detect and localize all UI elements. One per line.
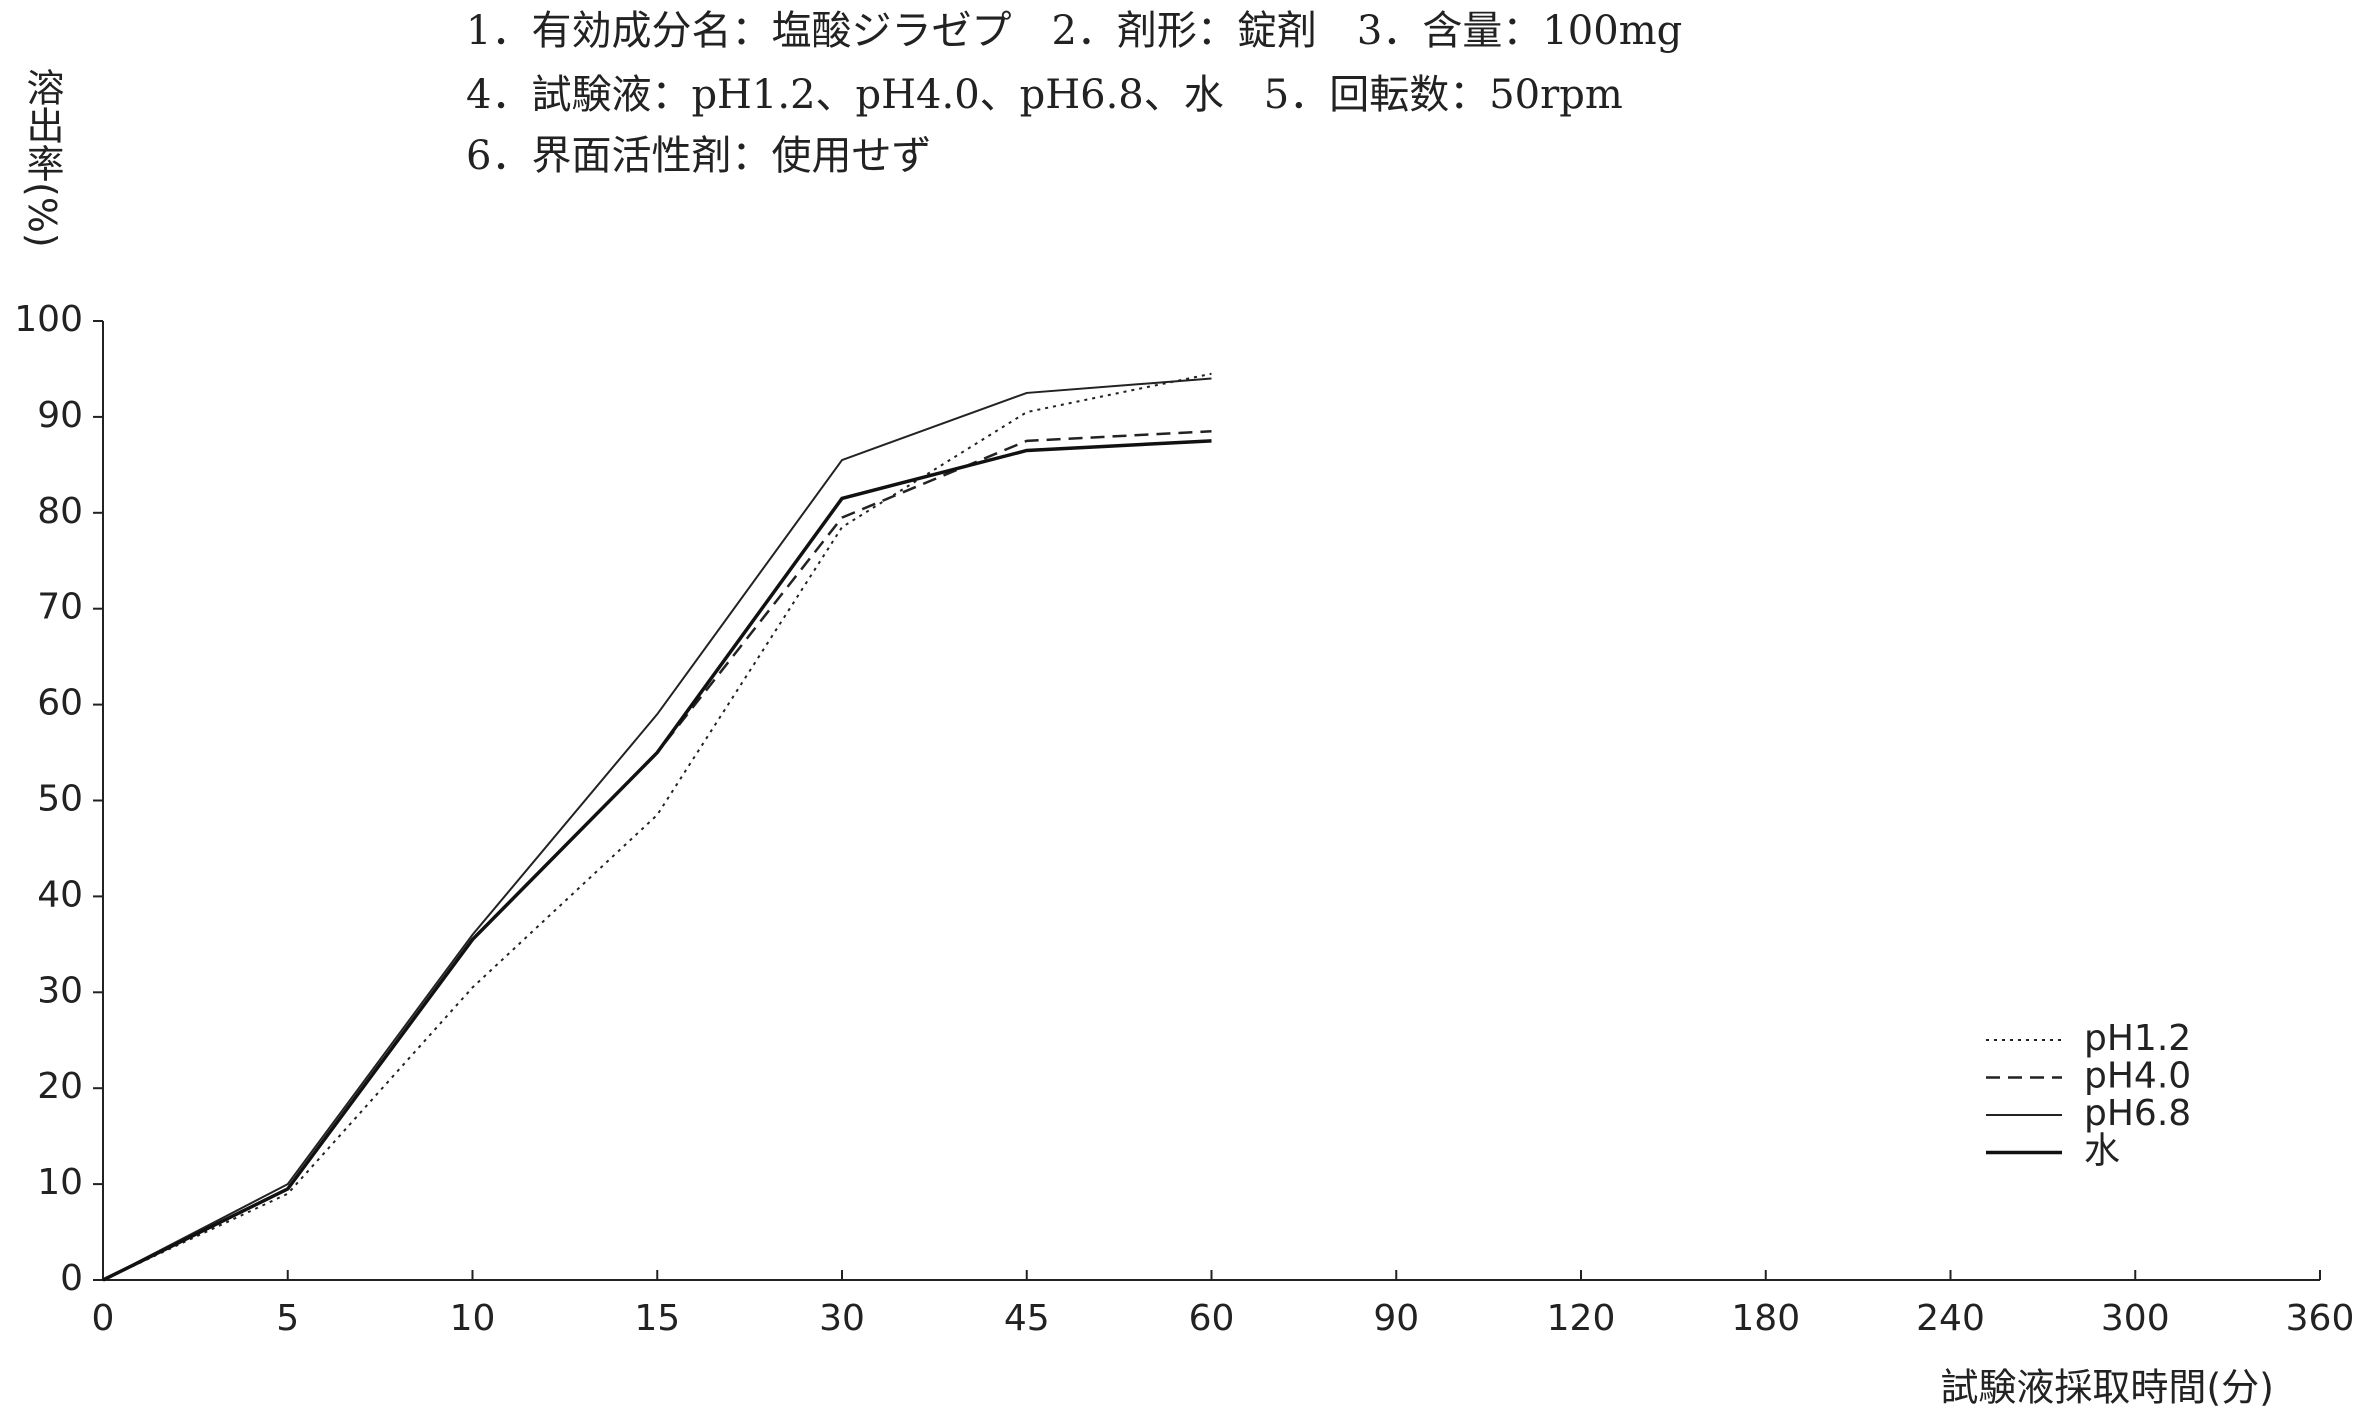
series-line bbox=[102, 372, 1212, 1281]
x-tick-label: 10 bbox=[450, 1298, 496, 1339]
legend-label: 水 bbox=[2084, 1131, 2120, 1172]
series-line bbox=[102, 430, 1212, 1282]
x-tick-label: 45 bbox=[1004, 1298, 1050, 1339]
y-tick-label: 90 bbox=[37, 395, 83, 436]
x-tick-label: 15 bbox=[634, 1298, 680, 1339]
y-tick-label: 10 bbox=[37, 1162, 83, 1203]
x-tick-label: 360 bbox=[2286, 1298, 2355, 1339]
y-tick-label: 20 bbox=[37, 1066, 83, 1107]
header-line: 6．界面活性剤：使用せず bbox=[466, 133, 931, 179]
y-tick-label: 100 bbox=[14, 299, 83, 340]
x-tick-label: 120 bbox=[1547, 1298, 1616, 1339]
x-tick-label: 240 bbox=[1916, 1298, 1985, 1339]
x-tick-label: 30 bbox=[819, 1298, 865, 1339]
x-tick-label: 90 bbox=[1373, 1298, 1419, 1339]
header-line: 1．有効成分名：塩酸ジラゼプ 2．剤形：錠剤 3．含量：100mg bbox=[466, 8, 1682, 54]
x-tick-label: 60 bbox=[1189, 1298, 1235, 1339]
legend-label: pH4.0 bbox=[2084, 1056, 2191, 1097]
x-tick-label: 300 bbox=[2101, 1298, 2170, 1339]
x-tick-label: 0 bbox=[92, 1298, 115, 1339]
header-line: 4．試験液：pH1.2、pH4.0、pH6.8、水 5．回転数：50rpm bbox=[466, 72, 1623, 118]
x-tick-label: 180 bbox=[1731, 1298, 1800, 1339]
y-tick-label: 50 bbox=[37, 779, 83, 820]
series-line bbox=[102, 377, 1212, 1281]
series-line bbox=[102, 439, 1212, 1282]
y-tick-label: 0 bbox=[60, 1258, 83, 1299]
x-axis-label: 試験液採取時間(分) bbox=[1940, 1366, 2274, 1410]
y-tick-label: 60 bbox=[37, 683, 83, 724]
legend-label: pH1.2 bbox=[2084, 1018, 2191, 1059]
y-tick-label: 30 bbox=[37, 970, 83, 1011]
y-tick-label: 70 bbox=[37, 587, 83, 628]
y-tick-label: 40 bbox=[37, 874, 83, 915]
y-tick-label: 80 bbox=[37, 491, 83, 532]
x-tick-label: 5 bbox=[276, 1298, 299, 1339]
y-axis-label: 溶出率(%) bbox=[20, 68, 64, 248]
legend-label: pH6.8 bbox=[2084, 1093, 2191, 1134]
